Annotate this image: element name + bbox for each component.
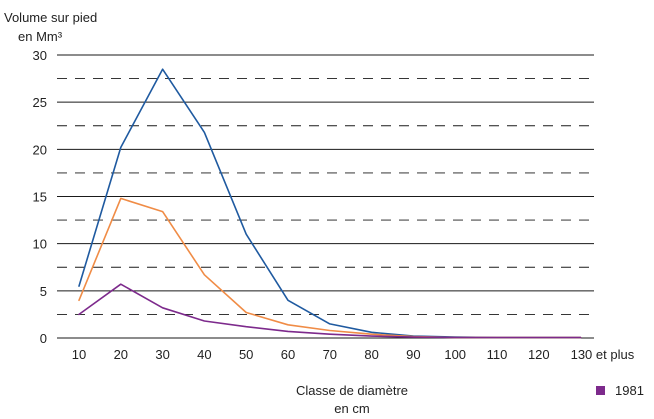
y-tick-label: 30: [33, 48, 47, 63]
y-tick-label: 0: [40, 331, 47, 346]
x-axis-ticks: 10 20 30 40 50 60 70 80 90 100 110 120 130 et plus: [72, 347, 635, 362]
x-tick-label: 50: [239, 347, 253, 362]
x-tick-label: 10: [72, 347, 86, 362]
x-axis-label-line1: Classe de diamètre: [296, 383, 408, 398]
y-axis-label-line1: Volume sur pied: [4, 10, 97, 25]
x-tick-label: 20: [114, 347, 128, 362]
x-tick-label: 110: [487, 347, 508, 362]
x-axis-label-line2: en cm: [334, 401, 369, 416]
x-tick-label: 90: [406, 347, 420, 362]
x-tick-label: 60: [281, 347, 295, 362]
y-tick-label: 15: [33, 190, 47, 205]
x-tick-label: 100: [444, 347, 466, 362]
y-tick-label: 20: [33, 142, 47, 157]
legend: 1981: [596, 383, 644, 398]
y-tick-label: 10: [33, 237, 47, 252]
x-tick-label: 30: [155, 347, 169, 362]
series-line-2: [78, 197, 582, 339]
y-tick-label: 5: [40, 284, 47, 299]
x-tick-label: 70: [323, 347, 337, 362]
legend-label: 1981: [615, 383, 644, 398]
x-tick-label: 130 et plus: [571, 347, 635, 362]
series-line-3: [78, 283, 582, 339]
y-axis-label-line2: en Mm³: [18, 29, 63, 44]
y-tick-label: 25: [33, 95, 47, 110]
x-tick-label: 40: [197, 347, 211, 362]
series-line-1: [78, 68, 582, 339]
gridlines: [57, 54, 594, 339]
y-axis-ticks: 0 5 10 15 20 25 30: [33, 48, 47, 346]
series-lines: [78, 68, 582, 339]
x-tick-label: 80: [364, 347, 378, 362]
x-tick-label: 120: [528, 347, 550, 362]
legend-swatch: [596, 386, 605, 395]
